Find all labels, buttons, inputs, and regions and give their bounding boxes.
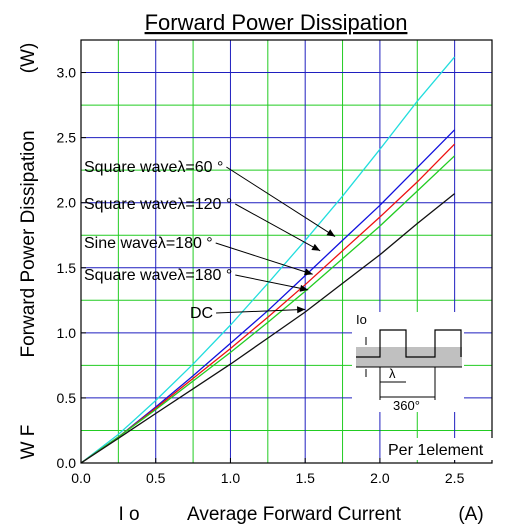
waveform-inset: Io λ 360° [352,312,464,413]
y-tick-label: 3.0 [57,65,77,81]
annotation-arrow [235,203,321,252]
annotation-arrow [235,274,309,291]
lambda-label: λ [389,366,396,381]
x-axis-unit: (A) [458,504,483,525]
annotation-label: DC [190,305,213,322]
annotation-arrow [215,242,313,275]
series-line [80,193,456,464]
y-tick-label: 0.5 [57,390,77,406]
series-line [80,143,456,464]
plot-frame [80,39,493,464]
annotation-arrow [216,308,306,314]
annotation-label: Square waveλ=180 ° [84,267,232,284]
y-tick-label: 1.5 [57,260,77,276]
curves [80,56,456,464]
annotation-arrowhead [311,243,321,251]
annotation-label: Square waveλ=60 ° [84,159,223,176]
x-axis-title: Average Forward Current [187,504,402,525]
y-tick-label: 1.0 [57,325,77,341]
y-axis-symbol: W F [18,425,39,460]
axis-ticks: 0.0 0.5 1.0 1.5 2.0 2.5 0.0 0.5 1.0 1.5 2.0 2.5 3.0 [57,65,465,486]
waveform-pulses [356,329,462,358]
x-tick-label: 0.5 [146,470,166,486]
period-label: 360° [393,398,420,413]
y-tick-label: 2.5 [57,130,77,146]
y-tick-label: 2.0 [57,195,77,211]
annotation-arrowhead [326,229,336,237]
annotation-label: Sine waveλ=180 ° [84,235,213,252]
annotation-arrowhead [299,284,309,292]
annotation-arrowhead [297,306,306,314]
x-tick-label: 2.5 [445,470,465,486]
minor-grid [81,40,492,463]
x-axis-symbol: I o [118,504,139,525]
curve-annotations: Square waveλ=60 ° Square waveλ=120 ° Sine … [84,159,336,322]
series-line [80,56,456,464]
x-tick-label: 1.0 [221,470,241,486]
series-line [80,155,456,464]
y-tick-label: 0.0 [57,455,77,471]
per-element-note: Per 1element [388,442,484,459]
x-tick-label: 1.5 [295,470,315,486]
note-background [386,438,506,460]
annotation-arrow [226,166,336,237]
y-axis-title: Forward Power Dissipation [18,130,39,357]
annotation-label: Square waveλ=120 ° [84,196,232,213]
chart-title: Forward Power Dissipation [145,10,408,35]
y-axis-unit: (W) [18,43,39,74]
io-label: Io [356,312,367,327]
x-tick-label: 0.0 [71,470,91,486]
x-tick-label: 2.0 [370,470,390,486]
annotation-arrowhead [304,268,313,276]
